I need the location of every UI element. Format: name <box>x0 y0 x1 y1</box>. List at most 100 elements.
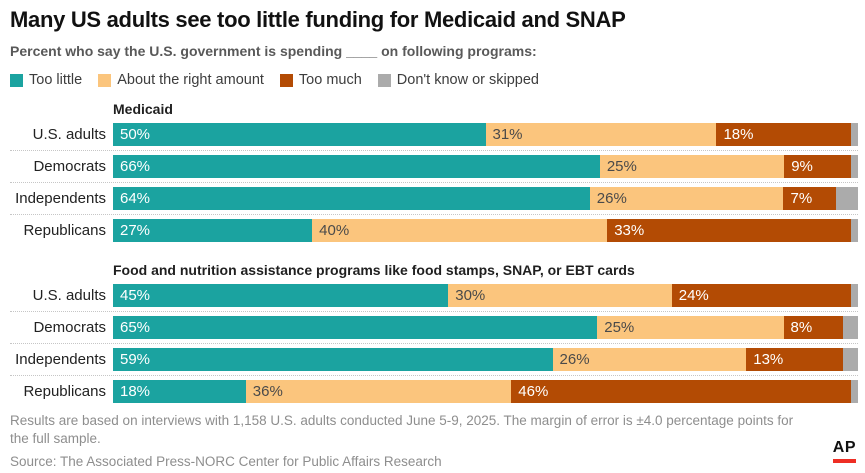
row-label: Independents <box>15 351 106 369</box>
segment-too-much: 46% <box>511 380 851 404</box>
stacked-bar: 64% 26% 7% <box>113 187 858 211</box>
stacked-bar: 50% 31% 18% <box>113 123 858 147</box>
segment-about-right: 30% <box>448 284 672 308</box>
legend-swatch-too-little <box>10 73 23 87</box>
section-title: Food and nutrition assistance programs l… <box>113 262 635 279</box>
segment-value-label: 8% <box>790 319 813 337</box>
row-label: Republicans <box>23 222 106 240</box>
segment-value-label: 30% <box>455 287 486 305</box>
segment-value-label: 7% <box>790 190 813 208</box>
segment-too-little: 66% <box>113 155 600 179</box>
legend-item-about-right: About the right amount <box>98 72 264 88</box>
segment-too-little: 27% <box>113 219 313 243</box>
bar-row: Democrats 65% 25% 8% <box>10 316 858 345</box>
segment-value-label: 59% <box>120 351 151 369</box>
segment-too-little: 45% <box>113 284 449 308</box>
segment-value-label: 13% <box>753 351 784 369</box>
legend-swatch-dont-know <box>377 73 391 87</box>
segment-dont-know <box>850 219 858 243</box>
row-label: Democrats <box>33 158 106 176</box>
chart-subtitle: Percent who say the U.S. government is s… <box>10 43 537 60</box>
segment-value-label: 18% <box>723 126 754 144</box>
row-label: U.S. adults <box>32 126 106 144</box>
segment-value-label: 46% <box>518 383 549 401</box>
segment-dont-know <box>835 187 858 211</box>
segment-value-label: 31% <box>492 126 523 144</box>
segment-too-little: 65% <box>113 316 598 340</box>
legend-item-dont-know: Don't know or skipped <box>377 72 540 89</box>
row-label: Independents <box>15 190 106 208</box>
legend-swatch-about-right <box>98 73 112 87</box>
segment-about-right: 25% <box>597 316 784 340</box>
page-title: Many US adults see too little funding fo… <box>10 7 626 32</box>
segment-about-right: 40% <box>312 219 608 243</box>
bar-row: U.S. adults 45% 30% 24% <box>10 284 858 313</box>
segment-value-label: 25% <box>604 319 635 337</box>
segment-value-label: 33% <box>614 222 645 240</box>
segment-too-much: 24% <box>671 284 851 308</box>
stacked-bar: 45% 30% 24% <box>113 284 858 308</box>
segment-about-right: 26% <box>589 187 784 211</box>
segment-dont-know <box>850 123 858 147</box>
segment-value-label: 64% <box>120 190 151 208</box>
stacked-bar: 59% 26% 13% <box>113 348 858 372</box>
legend-item-too-little: Too little <box>10 72 82 88</box>
segment-value-label: 65% <box>120 319 151 337</box>
segment-value-label: 26% <box>559 351 590 369</box>
segment-too-much: 9% <box>784 155 851 179</box>
bar-row: Republicans 27% 40% 33% <box>10 219 858 243</box>
chart-legend: Too little About the right amount Too much… <box>10 72 858 88</box>
segment-value-label: 45% <box>120 287 151 305</box>
stacked-bar: 65% 25% 8% <box>113 316 858 340</box>
segment-value-label: 18% <box>120 383 151 401</box>
segment-dont-know <box>850 284 858 308</box>
legend-label: Don't know or skipped <box>396 72 540 89</box>
segment-too-much: 13% <box>746 348 844 372</box>
ap-logo: AP <box>832 439 856 463</box>
segment-about-right: 36% <box>245 380 512 404</box>
section-title: Medicaid <box>113 101 173 118</box>
row-label: Democrats <box>33 319 106 337</box>
stacked-bar: 66% 25% 9% <box>113 155 858 179</box>
segment-value-label: 24% <box>678 287 709 305</box>
segment-too-much: 7% <box>783 187 836 211</box>
segment-too-little: 18% <box>113 380 246 404</box>
legend-item-too-much: Too much <box>279 72 362 89</box>
segment-dont-know <box>843 316 858 340</box>
segment-value-label: 36% <box>252 383 283 401</box>
row-label: U.S. adults <box>32 287 106 305</box>
row-label: Republicans <box>23 383 106 401</box>
segment-value-label: 25% <box>606 158 637 176</box>
segment-value-label: 27% <box>120 222 151 240</box>
legend-label: About the right amount <box>117 72 264 89</box>
chart-section: Medicaid U.S. adults 50% 31% 18% Democrats 66%… <box>10 101 858 243</box>
chart-section: Food and nutrition assistance programs l… <box>10 262 858 404</box>
segment-value-label: 50% <box>120 126 151 144</box>
legend-swatch-too-much <box>279 73 293 87</box>
segment-value-label: 66% <box>120 158 151 176</box>
stacked-bar-chart: Medicaid U.S. adults 50% 31% 18% Democrats 66%… <box>10 101 858 404</box>
stacked-bar: 27% 40% 33% <box>113 219 858 243</box>
segment-about-right: 26% <box>552 348 747 372</box>
legend-label: Too much <box>298 72 362 89</box>
segment-too-much: 33% <box>607 219 851 243</box>
segment-too-little: 50% <box>113 123 486 147</box>
segment-too-little: 59% <box>113 348 553 372</box>
segment-value-label: 26% <box>596 190 627 208</box>
bar-row: U.S. adults 50% 31% 18% <box>10 123 858 152</box>
segment-dont-know <box>850 380 858 404</box>
bar-row: Democrats 66% 25% 9% <box>10 155 858 184</box>
legend-label: Too little <box>29 72 83 89</box>
bar-row: Independents 64% 26% 7% <box>10 187 858 216</box>
segment-too-much: 8% <box>783 316 844 340</box>
segment-dont-know <box>843 348 858 372</box>
methodology-note: Results are based on interviews with 1,1… <box>10 413 794 446</box>
segment-dont-know <box>850 155 858 179</box>
segment-too-much: 18% <box>716 123 851 147</box>
segment-value-label: 40% <box>319 222 350 240</box>
segment-about-right: 31% <box>485 123 717 147</box>
bar-row: Independents 59% 26% 13% <box>10 348 858 377</box>
stacked-bar: 18% 36% 46% <box>113 380 858 404</box>
segment-value-label: 9% <box>791 158 813 176</box>
